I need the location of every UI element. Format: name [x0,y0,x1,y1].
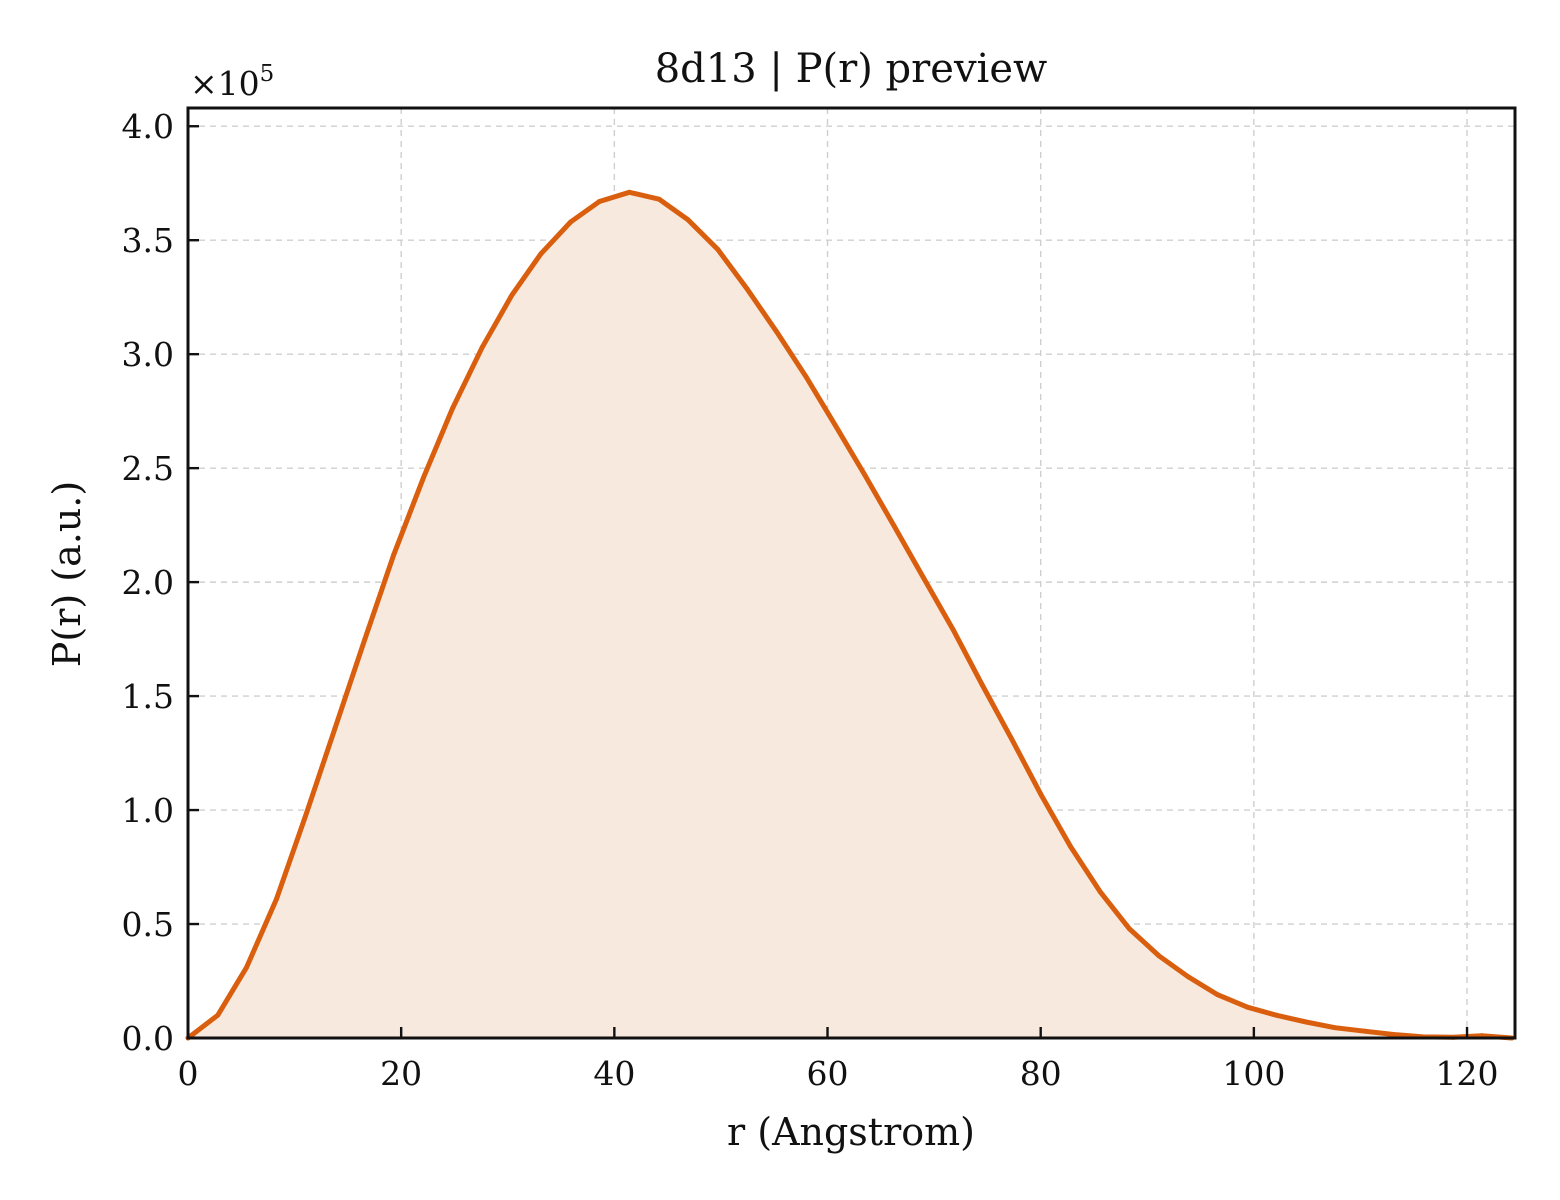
data-point [832,422,838,428]
data-point [1362,1028,1368,1034]
y-tick-labels: 0.0 0.5 1.0 1.5 2.0 2.5 3.0 3.5 4.0 [122,107,174,1058]
data-point [1038,791,1044,797]
y-multiplier-exponent: 5 [260,61,275,87]
y-axis-label: P(r) (a.u.) [45,481,89,667]
data-point [274,896,279,902]
data-point [979,682,985,688]
data-point [626,189,632,195]
y-tick-label: 1.5 [122,677,174,716]
data-point [950,627,956,633]
y-tick-label: 3.0 [122,335,174,374]
y-tick-label: 1.0 [122,791,174,830]
x-axis-label: r (Angstrom) [727,1110,975,1154]
data-point [1156,953,1162,959]
y-tick-label: 4.0 [122,107,174,146]
data-point [1303,1019,1309,1025]
data-point [597,199,602,204]
data-point [391,552,397,558]
data-point [803,374,809,380]
data-point [1009,737,1015,742]
data-point [362,636,368,642]
data-point [1215,992,1220,998]
x-tick-label: 100 [1222,1054,1285,1093]
data-point [449,406,455,412]
x-tick-label: 40 [593,1054,635,1093]
data-point [656,196,662,202]
data-point [302,814,308,820]
data-point [1245,1004,1250,1010]
data-point [568,219,573,225]
series-line [185,189,1515,1041]
y-tick-label: 2.5 [122,449,174,488]
plot-frame [186,106,1517,1040]
data-point [215,1012,221,1018]
x-tick-label: 60 [807,1054,849,1093]
x-tick-label: 80 [1020,1054,1062,1093]
data-point [1068,844,1073,849]
data-point [744,285,749,291]
data-point [921,575,926,580]
data-point [1185,974,1191,979]
x-tick-labels: 0 20 40 60 80 100 120 [178,1054,1499,1093]
y-tick-label: 0.0 [122,1019,174,1058]
y-tick-label: 0.5 [122,905,174,944]
y-tick-label: 3.5 [122,221,174,260]
series-area [188,192,1512,1039]
y-axis-multiplier: ×105 [190,61,274,103]
x-tick-label: 120 [1436,1054,1499,1093]
data-point [538,251,544,257]
data-point [774,329,779,334]
data-point [244,964,250,970]
data-point [1273,1012,1279,1018]
data-point [509,292,515,298]
data-point [421,474,426,480]
data-point [862,472,868,478]
data-point [685,217,691,223]
data-point [715,246,721,252]
data-point [479,344,485,350]
y-multiplier-base: ×10 [190,64,260,103]
data-point [1126,926,1132,931]
x-tick-label: 20 [380,1054,422,1093]
data-point [891,522,896,528]
x-tick-label: 0 [178,1054,199,1093]
data-point [332,725,338,731]
data-point [1332,1025,1338,1031]
chart-title: 8d13 | P(r) preview [655,46,1048,92]
y-tick-label: 2.0 [122,563,174,602]
data-point [1098,889,1103,895]
data-points [185,189,1515,1041]
data-point [1392,1032,1397,1037]
